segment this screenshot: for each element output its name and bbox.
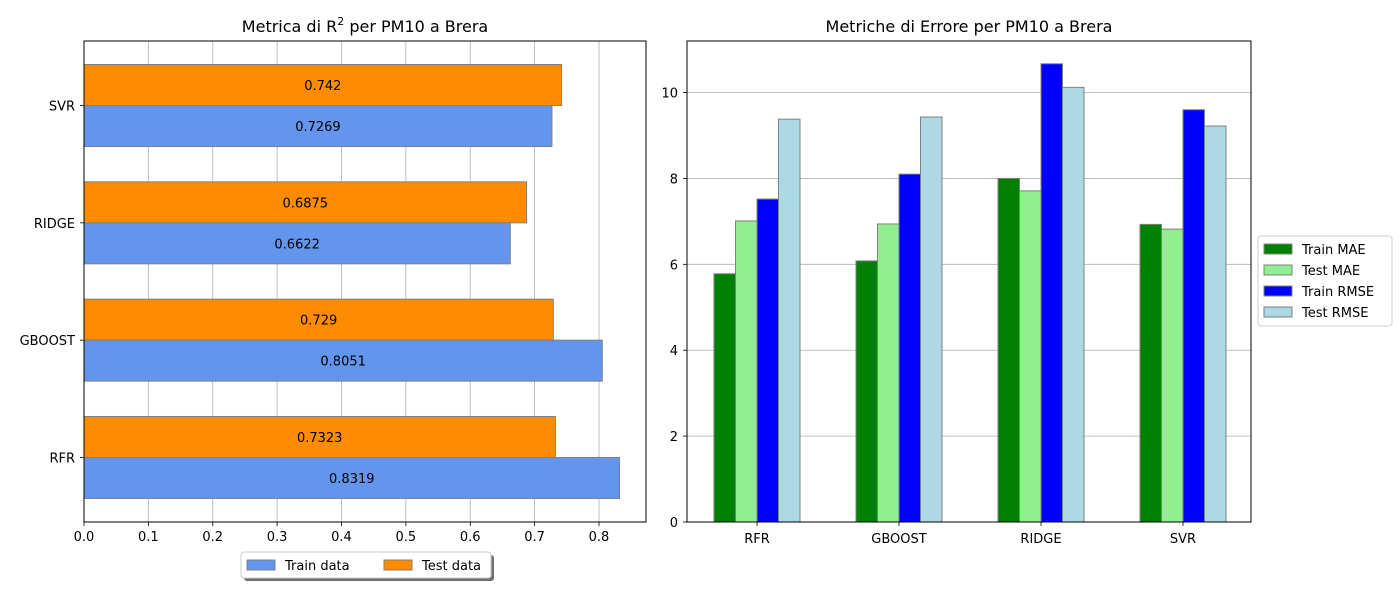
r2-value-label-test-rfr: 0.7323 — [297, 431, 343, 446]
r2-legend-label-train-data: Train data — [284, 559, 350, 574]
errors-x-axis: RFR GBOOST RIDGE SVR — [744, 522, 1196, 547]
r2-y-tick-label: GBOOST — [20, 334, 75, 349]
r2-chart: Metrica di R2 per PM10 a Brera 0.7323 0.8… — [20, 15, 647, 581]
errors-bar-test-mae-rfr — [735, 220, 758, 523]
r2-value-label-train-gboost: 0.8051 — [320, 355, 366, 370]
errors-bar-test-mae-svr — [1161, 228, 1184, 523]
r2-x-tick-label: 0.5 — [396, 530, 417, 545]
r2-value-label-train-ridge: 0.6622 — [274, 237, 320, 252]
r2-bar-test-rfr — [83, 415, 556, 458]
errors-legend-label-test-mae: Test MAE — [1301, 264, 1360, 279]
r2-x-tick-label: 0.1 — [138, 530, 159, 545]
r2-x-tick-label: 0.0 — [74, 530, 95, 545]
errors-bars — [713, 63, 1227, 523]
r2-legend-label-test-data: Test data — [421, 559, 481, 574]
errors-legend-swatch-train-rmse — [1263, 285, 1293, 297]
errors-legend-swatch-test-mae — [1263, 264, 1293, 276]
errors-y-tick-label: 6 — [670, 258, 678, 273]
errors-y-tick-label: 4 — [670, 344, 678, 359]
r2-value-label-train-svr: 0.7269 — [295, 120, 341, 135]
r2-x-tick-label: 0.6 — [460, 530, 481, 545]
errors-bar-test-mae-ridge — [1019, 190, 1042, 523]
r2-bar-train-rfr — [83, 456, 621, 499]
errors-bar-test-mae-gboost — [877, 223, 900, 523]
errors-y-tick-label: 8 — [670, 172, 678, 187]
errors-bar-train-rmse-ridge — [1040, 63, 1063, 523]
r2-plot-frame — [83, 40, 647, 523]
errors-bar-train-mae-gboost — [855, 260, 878, 523]
r2-y-axis: RFR GBOOST RIDGE SVR — [20, 100, 84, 466]
errors-bar-train-mae-svr — [1139, 223, 1162, 523]
errors-bar-train-rmse-svr — [1182, 109, 1205, 523]
r2-title-superscript: 2 — [337, 15, 344, 28]
r2-x-tick-label: 0.3 — [267, 530, 288, 545]
r2-x-tick-label: 0.4 — [331, 530, 352, 545]
r2-title-suffix: per PM10 a Brera — [344, 17, 488, 36]
errors-x-tick-label: RIDGE — [1020, 532, 1061, 547]
errors-legend-label-test-rmse: Test RMSE — [1301, 306, 1368, 321]
r2-y-tick-label: RFR — [49, 451, 75, 466]
r2-value-label-test-gboost: 0.729 — [300, 314, 337, 329]
errors-bar-train-mae-ridge — [997, 177, 1020, 523]
r2-bar-train-svr — [83, 105, 553, 148]
r2-value-label-test-svr: 0.742 — [304, 79, 341, 94]
errors-bar-test-rmse-rfr — [778, 118, 801, 523]
r2-title-prefix: Metrica di R — [242, 17, 337, 36]
r2-x-axis: 0.0 0.1 0.2 0.3 0.4 0.5 0.6 0.7 0.8 — [74, 522, 610, 545]
r2-x-tick-label: 0.8 — [589, 530, 610, 545]
errors-legend-box — [1257, 235, 1393, 327]
r2-x-tick-label: 0.7 — [524, 530, 545, 545]
errors-bar-train-rmse-rfr — [756, 198, 779, 523]
errors-legend: Train MAE Test MAE Train RMSE Test RMSE — [1257, 235, 1393, 327]
errors-legend-label-train-mae: Train MAE — [1301, 243, 1366, 258]
r2-legend-swatch-test-data — [383, 559, 413, 571]
r2-bar-train-ridge — [83, 222, 511, 265]
errors-bar-train-mae-rfr — [713, 273, 736, 523]
errors-bar-train-rmse-gboost — [898, 173, 921, 523]
errors-y-tick-label: 0 — [670, 516, 678, 531]
r2-value-labels: 0.7323 0.8319 0.729 0.8051 0.6875 0.6622 0.742… — [274, 79, 374, 487]
errors-bar-test-rmse-gboost — [920, 116, 943, 523]
errors-chart: Metriche di Errore per PM10 a Brera 0 2 4 6… — [661, 17, 1393, 547]
r2-y-tick-label: SVR — [49, 100, 75, 115]
r2-legend-swatch-train-data — [246, 559, 276, 571]
r2-x-tick-label: 0.2 — [202, 530, 223, 545]
r2-value-label-test-ridge: 0.6875 — [283, 196, 329, 211]
errors-legend-swatch-test-rmse — [1263, 306, 1293, 318]
errors-y-axis: 0 2 4 6 8 10 — [661, 87, 687, 531]
r2-bar-train-gboost — [83, 339, 603, 382]
errors-y-tick-label: 10 — [661, 87, 678, 102]
errors-plot-frame — [686, 40, 1252, 523]
errors-bar-test-rmse-ridge — [1062, 86, 1085, 523]
r2-bars — [83, 64, 621, 499]
errors-chart-title: Metriche di Errore per PM10 a Brera — [826, 17, 1113, 36]
errors-x-tick-label: GBOOST — [871, 532, 926, 547]
errors-bar-test-rmse-svr — [1204, 125, 1227, 523]
errors-y-tick-label: 2 — [670, 430, 678, 445]
r2-bar-test-svr — [83, 64, 563, 107]
r2-y-tick-label: RIDGE — [34, 217, 75, 232]
errors-legend-swatch-train-mae — [1263, 243, 1293, 255]
r2-chart-title: Metrica di R2 per PM10 a Brera — [242, 15, 488, 36]
errors-x-tick-label: SVR — [1170, 532, 1196, 547]
errors-legend-label-train-rmse: Train RMSE — [1301, 285, 1374, 300]
r2-legend-box — [240, 551, 492, 579]
errors-x-tick-label: RFR — [744, 532, 770, 547]
r2-legend: Train data Test data — [240, 551, 494, 581]
r2-value-label-train-rfr: 0.8319 — [329, 472, 375, 487]
